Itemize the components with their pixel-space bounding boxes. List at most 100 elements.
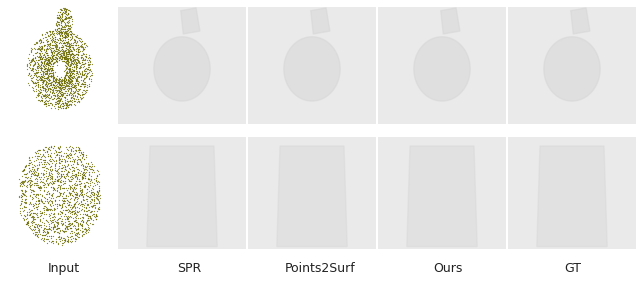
Point (20, 221, 31, 226)
Point (48, 53, 58, 58)
Point (55, 176, 65, 180)
Point (68, 151, 79, 156)
Point (61, 154, 72, 158)
Point (44, 77, 54, 82)
Point (78, 55, 88, 60)
Point (17, 169, 27, 174)
Point (47, 65, 57, 70)
Point (55, 145, 65, 150)
Point (64, 51, 74, 56)
Point (70, 51, 81, 56)
Point (56, 191, 66, 196)
Point (25, 183, 35, 188)
Point (63, 162, 73, 167)
Point (52, 87, 62, 92)
Point (39, 61, 49, 66)
Point (54, 90, 64, 94)
Point (56, 205, 67, 209)
Point (76, 42, 86, 46)
Point (58, 52, 68, 57)
Point (26, 46, 36, 50)
Point (66, 77, 76, 81)
Point (67, 234, 77, 238)
Point (63, 153, 74, 157)
Point (59, 11, 69, 15)
Point (16, 193, 26, 198)
Point (58, 55, 68, 59)
Point (54, 49, 65, 54)
Point (71, 220, 81, 225)
Point (66, 86, 76, 91)
Point (45, 75, 56, 79)
Point (73, 53, 83, 58)
Point (47, 218, 57, 222)
Point (38, 74, 49, 79)
Point (60, 76, 70, 81)
Point (49, 159, 59, 164)
Point (44, 62, 54, 67)
Point (70, 86, 80, 91)
Point (40, 158, 50, 162)
Point (45, 195, 56, 200)
Point (58, 172, 68, 177)
Point (67, 45, 77, 49)
Point (68, 73, 79, 78)
Point (48, 225, 58, 230)
Point (46, 56, 56, 61)
Point (34, 175, 44, 179)
Point (26, 47, 36, 52)
Point (67, 210, 77, 214)
Point (54, 40, 65, 45)
Point (47, 64, 57, 68)
Point (50, 102, 60, 107)
Point (80, 88, 90, 93)
Point (58, 51, 68, 56)
Point (54, 216, 65, 221)
Point (67, 76, 77, 81)
Point (54, 231, 65, 236)
Point (63, 216, 73, 221)
Point (72, 183, 82, 187)
Point (78, 52, 88, 56)
Point (66, 215, 76, 220)
Point (87, 221, 97, 226)
Point (39, 69, 49, 74)
Point (60, 57, 70, 62)
Point (16, 213, 26, 218)
Point (47, 226, 58, 231)
Point (54, 216, 64, 221)
Point (58, 9, 68, 14)
Point (35, 185, 45, 189)
Point (77, 73, 87, 77)
Point (76, 74, 86, 79)
Point (65, 24, 75, 29)
Polygon shape (277, 146, 347, 247)
Point (36, 160, 46, 164)
Point (62, 98, 72, 103)
Point (49, 75, 59, 80)
Point (71, 236, 81, 241)
Point (28, 56, 38, 61)
Point (36, 89, 47, 94)
Point (77, 177, 87, 181)
Point (63, 81, 74, 86)
Point (33, 214, 44, 219)
Point (69, 182, 79, 186)
Point (68, 56, 78, 60)
Point (64, 42, 74, 47)
Point (40, 149, 50, 154)
Point (69, 158, 79, 163)
Point (52, 93, 62, 97)
Point (65, 229, 76, 234)
Point (34, 46, 44, 51)
Point (30, 56, 40, 60)
Point (71, 70, 81, 75)
Point (44, 72, 54, 76)
Point (53, 241, 63, 246)
Point (38, 238, 48, 242)
Point (76, 92, 86, 97)
Point (42, 85, 52, 89)
Point (50, 94, 60, 98)
Point (72, 226, 83, 231)
Point (60, 17, 70, 22)
